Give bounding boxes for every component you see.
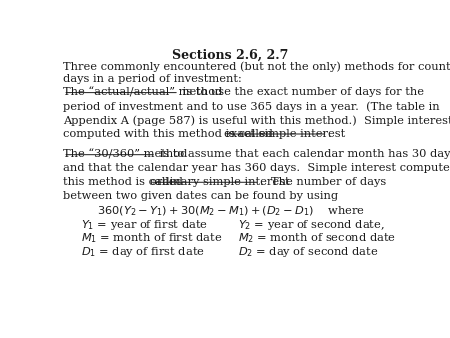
Text: $D_2$ = day of second date: $D_2$ = day of second date xyxy=(238,245,378,259)
Text: is to assume that each calendar month has 30 days: is to assume that each calendar month ha… xyxy=(156,149,450,160)
Text: Three commonly encountered (but not the only) methods for counting
days in a per: Three commonly encountered (but not the … xyxy=(63,62,450,84)
Text: Sections 2.6, 2.7: Sections 2.6, 2.7 xyxy=(172,49,289,62)
Text: exact simple interest: exact simple interest xyxy=(225,129,346,139)
Text: and that the calendar year has 360 days.  Simple interest computed with: and that the calendar year has 360 days.… xyxy=(63,163,450,173)
Text: $D_1$ = day of first date: $D_1$ = day of first date xyxy=(81,245,204,259)
Text: $360(Y_2 - Y_1) + 30(M_2 - M_1) + (D_2 - D_1)$    where: $360(Y_2 - Y_1) + 30(M_2 - M_1) + (D_2 -… xyxy=(97,204,365,218)
Text: .  The number of days: . The number of days xyxy=(260,177,386,187)
Text: $M_1$ = month of first date: $M_1$ = month of first date xyxy=(81,232,222,245)
Text: .: . xyxy=(328,129,331,139)
Text: $Y_1$ = year of first date: $Y_1$ = year of first date xyxy=(81,218,207,233)
Text: is to use the exact number of days for the: is to use the exact number of days for t… xyxy=(179,88,424,97)
Text: ordinary simple interest: ordinary simple interest xyxy=(150,177,289,187)
Text: computed with this method is called: computed with this method is called xyxy=(63,129,277,139)
Text: $Y_2$ = year of second date,: $Y_2$ = year of second date, xyxy=(238,218,384,233)
Text: period of investment and to use 365 days in a year.  (The table in: period of investment and to use 365 days… xyxy=(63,101,440,112)
Text: Appendix A (page 587) is useful with this method.)  Simple interest: Appendix A (page 587) is useful with thi… xyxy=(63,115,450,125)
Text: between two given dates can be found by using: between two given dates can be found by … xyxy=(63,191,338,201)
Text: this method is called: this method is called xyxy=(63,177,187,187)
Text: The “actual/actual” method: The “actual/actual” method xyxy=(63,88,223,98)
Text: The “30/360” method: The “30/360” method xyxy=(63,149,188,160)
Text: $M_2$ = month of second date: $M_2$ = month of second date xyxy=(238,232,396,245)
